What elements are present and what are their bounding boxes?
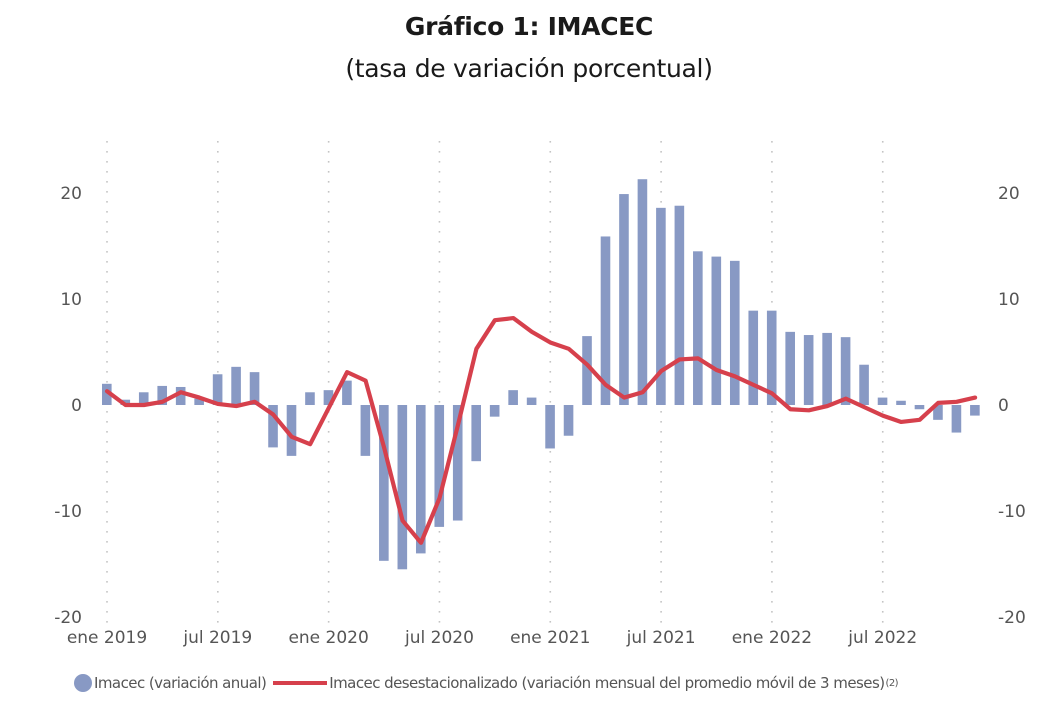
x-tick-label: ene 2021	[510, 628, 590, 648]
x-tick-label: jul 2020	[404, 628, 474, 648]
y-tick-label-right: -20	[998, 608, 1026, 628]
line-series	[104, 315, 978, 545]
bar	[508, 390, 518, 405]
bar	[951, 405, 962, 433]
bar	[157, 385, 168, 405]
x-tick-label: ene 2022	[732, 628, 812, 648]
bar	[360, 405, 371, 456]
y-tick-label-right: 10	[998, 290, 1020, 310]
chart-subtitle: (tasa de variación porcentual)	[345, 54, 713, 83]
bar	[637, 179, 648, 405]
bar	[545, 405, 555, 449]
bar	[323, 390, 334, 405]
y-tick-label-left: 20	[60, 184, 82, 204]
legend-line-marker	[273, 681, 328, 685]
x-tick-label: jul 2019	[182, 628, 252, 648]
x-tick-label: jul 2021	[626, 628, 696, 648]
bar	[471, 405, 481, 462]
chart-title: Gráfico 1: IMACEC	[404, 12, 654, 41]
legend: Imacec (variación anual) Imacec desestac…	[74, 673, 899, 693]
bar-series	[102, 179, 980, 570]
x-tick-label: jul 2022	[847, 628, 917, 648]
bar	[379, 405, 389, 561]
bar	[305, 392, 315, 405]
bar	[526, 397, 537, 405]
bar	[175, 386, 186, 405]
bar	[582, 336, 592, 405]
gridlines	[106, 141, 884, 624]
bar	[434, 405, 445, 527]
bar	[748, 310, 759, 405]
legend-bar-marker	[74, 674, 92, 692]
bar	[803, 335, 814, 405]
bar	[489, 405, 500, 417]
bar	[711, 256, 722, 405]
bar	[212, 374, 223, 405]
bar	[896, 400, 906, 405]
bar	[249, 372, 260, 405]
legend-line-superscript: (2)	[885, 677, 899, 689]
bar	[933, 405, 943, 420]
bar	[877, 397, 888, 405]
x-tick-label: ene 2020	[288, 628, 368, 648]
line-path	[104, 315, 978, 545]
x-tick-label: ene 2019	[67, 628, 147, 648]
y-tick-label-left: -10	[54, 502, 82, 522]
bar	[397, 405, 408, 570]
bar	[785, 331, 795, 405]
legend-line-label: Imacec desestacionalizado (variación men…	[329, 674, 885, 692]
bar	[822, 332, 832, 405]
y-tick-label-left: -20	[54, 608, 82, 628]
x-axis: ene 2019 jul 2019 ene 2020 jul 2020 ene 2021…	[67, 628, 917, 648]
bar	[452, 405, 463, 521]
bar	[415, 405, 426, 554]
bar	[194, 398, 204, 405]
y-axis-right: 20 10 0 -10 -20	[998, 184, 1026, 628]
bar	[563, 405, 574, 436]
bar	[674, 205, 685, 405]
bar	[656, 207, 666, 405]
bar	[859, 364, 869, 405]
y-axis-left: 20 10 0 -10 -20	[54, 184, 82, 628]
bar	[619, 194, 629, 405]
y-tick-label-right: 20	[998, 184, 1020, 204]
bar	[970, 405, 980, 416]
bar	[138, 392, 149, 405]
y-tick-label-right: -10	[998, 502, 1026, 522]
bar	[729, 260, 740, 405]
bar	[693, 251, 703, 405]
bar	[286, 405, 297, 456]
bar	[268, 405, 278, 448]
bar	[914, 405, 925, 410]
bar	[840, 337, 851, 405]
legend-bar-label: Imacec (variación anual)	[94, 674, 267, 692]
bar	[342, 380, 352, 405]
bar	[231, 366, 241, 405]
bar	[102, 383, 112, 405]
bar	[766, 310, 777, 405]
bar	[600, 236, 611, 405]
y-tick-label-right: 0	[998, 396, 1009, 416]
y-tick-label-left: 10	[60, 290, 82, 310]
y-tick-label-left: 0	[71, 396, 82, 416]
